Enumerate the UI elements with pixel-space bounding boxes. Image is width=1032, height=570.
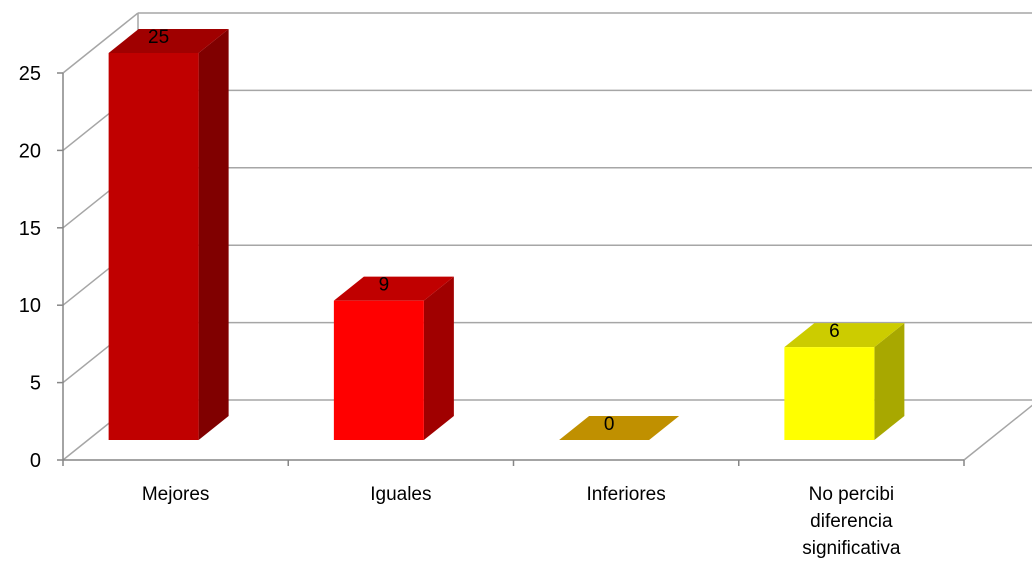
bar-side-3 xyxy=(874,323,905,440)
y-tick-label-20: 20 xyxy=(19,140,41,162)
labels: 0 5 10 15 20 25 25 9 0 6 Mejores Iguales Inferiores N… xyxy=(19,27,901,559)
y-tick-label-25: 25 xyxy=(19,63,41,85)
data-label-1: 9 xyxy=(379,275,390,296)
bar-side-1 xyxy=(423,276,454,440)
y-tick-label-0: 0 xyxy=(30,450,41,472)
bar-2 xyxy=(559,416,680,440)
data-label-0: 25 xyxy=(148,27,169,48)
y-tick-label-10: 10 xyxy=(19,295,41,317)
bar-front-0 xyxy=(108,53,199,440)
bar-1 xyxy=(333,276,454,440)
bar-top-3 xyxy=(784,323,905,348)
y-tick-label-15: 15 xyxy=(19,218,41,240)
bar-top-1 xyxy=(333,276,454,301)
bar-0 xyxy=(108,29,229,440)
data-label-3: 6 xyxy=(829,321,840,342)
bar-side-0 xyxy=(198,29,229,440)
x-tick-label-3-2: significativa xyxy=(802,538,901,559)
y-tick-label-5: 5 xyxy=(30,373,41,395)
x-tick-label-0-0: Mejores xyxy=(142,484,210,505)
bars xyxy=(108,29,905,440)
bar-top-2 xyxy=(559,416,680,440)
x-tick-label-1-0: Iguales xyxy=(370,484,431,505)
x-tick-label-3-0: No percibi xyxy=(809,484,895,505)
x-tick-label-2-0: Inferiores xyxy=(587,484,666,505)
bar-front-1 xyxy=(333,300,424,440)
floor-right-edge xyxy=(963,404,1032,461)
bar-top-0 xyxy=(108,29,229,53)
x-tick-label-3-1: diferencia xyxy=(810,511,893,532)
data-label-2: 0 xyxy=(604,414,615,435)
gridline-left-25 xyxy=(62,12,139,74)
bar-front-3 xyxy=(784,347,875,440)
bar-3 xyxy=(784,323,905,440)
axes xyxy=(57,72,965,466)
